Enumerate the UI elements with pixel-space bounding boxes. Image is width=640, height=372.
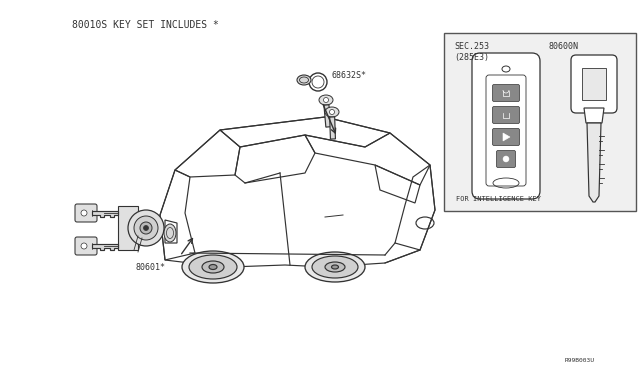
Circle shape	[140, 222, 152, 234]
Polygon shape	[92, 244, 118, 250]
Polygon shape	[587, 123, 601, 202]
Text: 80601*: 80601*	[136, 263, 166, 272]
Ellipse shape	[312, 256, 358, 278]
FancyBboxPatch shape	[493, 84, 520, 102]
FancyBboxPatch shape	[75, 237, 97, 255]
Text: FOR INTELLIGENCE KEY: FOR INTELLIGENCE KEY	[456, 196, 541, 202]
FancyBboxPatch shape	[493, 128, 520, 145]
Ellipse shape	[182, 251, 244, 283]
Circle shape	[330, 109, 335, 115]
Bar	[444, 33, 636, 211]
Polygon shape	[92, 211, 118, 217]
Ellipse shape	[164, 224, 176, 242]
Text: 68632S*: 68632S*	[332, 71, 367, 80]
Ellipse shape	[305, 252, 365, 282]
Ellipse shape	[325, 107, 339, 117]
FancyBboxPatch shape	[472, 53, 540, 199]
Ellipse shape	[319, 95, 333, 105]
FancyBboxPatch shape	[118, 206, 138, 250]
Ellipse shape	[209, 264, 217, 269]
Circle shape	[134, 216, 158, 240]
Polygon shape	[330, 117, 335, 139]
Circle shape	[143, 225, 148, 231]
Circle shape	[81, 210, 87, 216]
Polygon shape	[503, 133, 510, 141]
Ellipse shape	[202, 261, 224, 273]
Ellipse shape	[189, 255, 237, 279]
Text: 80010S KEY SET INCLUDES *: 80010S KEY SET INCLUDES *	[72, 20, 219, 30]
Circle shape	[503, 156, 509, 162]
FancyBboxPatch shape	[75, 204, 97, 222]
Polygon shape	[324, 105, 331, 127]
Circle shape	[81, 243, 87, 249]
Ellipse shape	[332, 265, 339, 269]
FancyBboxPatch shape	[493, 106, 520, 124]
Ellipse shape	[325, 262, 345, 272]
Polygon shape	[584, 108, 604, 123]
Bar	[582, 68, 606, 100]
Text: R99B003U: R99B003U	[565, 358, 595, 363]
Text: (285E3): (285E3)	[454, 53, 489, 62]
Text: SEC.253: SEC.253	[454, 42, 489, 51]
Circle shape	[128, 210, 164, 246]
Text: 80600N: 80600N	[549, 42, 579, 51]
Circle shape	[323, 97, 328, 103]
Ellipse shape	[297, 75, 311, 85]
FancyBboxPatch shape	[497, 151, 515, 167]
FancyBboxPatch shape	[571, 55, 617, 113]
